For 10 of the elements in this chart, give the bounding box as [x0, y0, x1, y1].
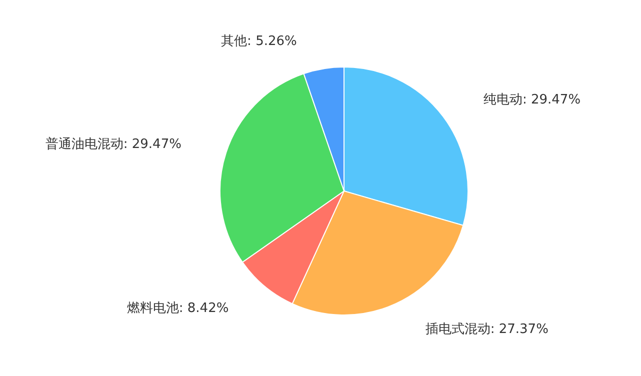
slice-label: 燃料电池: [126, 300, 179, 316]
data-label: : 5.26%: [247, 34, 297, 50]
data-label: : 27.37%: [490, 322, 548, 338]
slice-label: 其他: [221, 34, 248, 50]
slice-label: 普通油电混动: [45, 136, 124, 152]
data-label: : 29.47%: [522, 92, 581, 108]
slice-label: 插电式混动: [425, 322, 490, 338]
data-label: : 29.47%: [123, 137, 182, 152]
slice-label: 纯电动: [483, 92, 522, 108]
data-label: : 8.42%: [178, 300, 229, 316]
